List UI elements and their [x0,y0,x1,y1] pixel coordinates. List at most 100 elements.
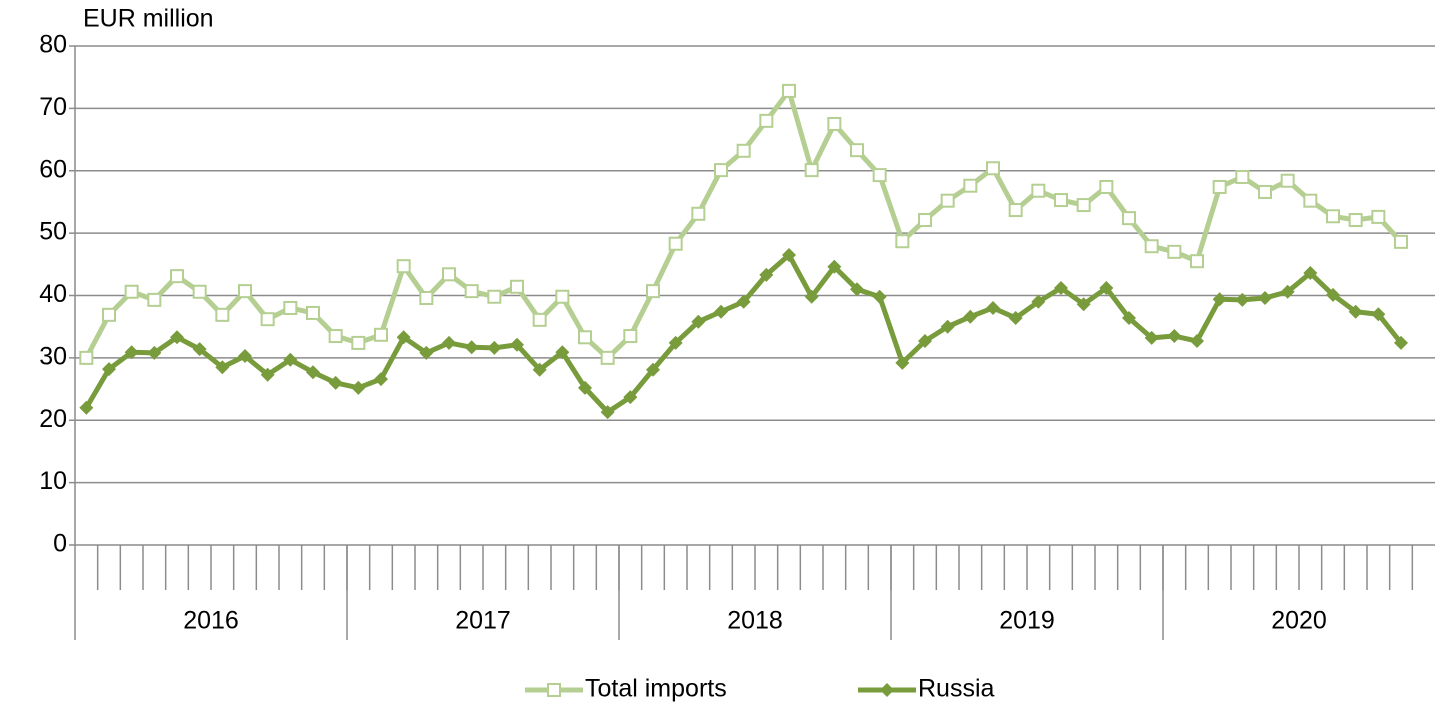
legend-marker [880,683,894,697]
marker [328,375,343,390]
y-tick-label: 20 [39,405,67,433]
marker [510,279,524,294]
marker [532,312,547,327]
marker [283,300,298,315]
marker [1076,198,1091,213]
marker [1394,335,1408,350]
y-tick-label: 50 [39,218,67,246]
marker [79,350,94,365]
marker [215,307,230,322]
marker [238,284,252,299]
marker [940,319,955,334]
marker [668,236,683,251]
marker [736,143,751,158]
y-tick-label: 60 [39,155,67,183]
x-group-label: 2017 [455,607,511,635]
marker [260,312,275,327]
marker [464,340,479,355]
marker [1144,330,1159,345]
marker [306,365,320,380]
series-line [84,88,1403,361]
legend-marker [547,683,561,697]
marker [147,292,162,307]
marker [555,345,570,360]
marker [374,372,388,387]
marker [124,345,139,360]
marker [600,350,615,365]
marker [1371,307,1386,322]
marker [1190,254,1204,269]
marker [124,284,139,299]
marker [351,335,366,350]
x-group-label: 2020 [1271,607,1327,635]
marker [1303,266,1318,281]
marker [646,284,660,299]
marker [1348,304,1363,319]
marker [895,234,910,249]
marker [147,345,162,360]
marker [600,405,615,420]
legend-label: Russia [918,675,995,703]
marker [170,269,184,284]
marker [918,334,932,349]
marker [1008,310,1023,325]
marker [306,305,320,320]
legend-label: Total imports [585,675,727,703]
marker [1008,203,1023,218]
marker [283,352,298,367]
marker [532,362,547,377]
marker [1258,290,1272,305]
marker [940,193,955,208]
marker [555,289,570,304]
marker [192,342,207,357]
x-group-label: 2019 [999,607,1055,635]
marker [1076,297,1091,312]
marker [759,113,774,128]
marker [487,289,502,304]
marker [1190,334,1204,349]
marker [623,329,638,344]
marker [238,349,252,364]
y-tick-label: 0 [53,530,67,558]
marker [1280,173,1295,188]
marker [963,309,978,324]
marker [1167,329,1182,344]
marker [1348,213,1363,228]
marker [578,380,592,395]
marker [827,259,842,274]
marker [351,380,366,395]
marker [1394,234,1408,249]
marker [170,330,184,345]
marker [1212,292,1227,307]
marker [374,327,388,342]
marker [1099,179,1114,194]
marker [1235,169,1250,184]
marker [782,83,796,98]
marker [215,360,230,375]
marker [442,267,456,282]
marker [419,345,434,360]
y-tick-label: 30 [39,342,67,370]
marker [986,161,1000,176]
marker [1167,244,1182,259]
series-line [84,252,1403,415]
marker [668,335,683,350]
marker [1280,284,1295,299]
marker [1054,193,1068,208]
marker [1054,281,1068,296]
marker [102,307,116,322]
marker [1099,281,1114,296]
marker [419,290,434,305]
marker [963,178,978,193]
marker [1371,209,1386,224]
marker [260,367,275,382]
marker [487,340,502,355]
y-tick-label: 70 [39,93,67,121]
y-tick-label: 10 [39,467,67,495]
marker [1326,209,1340,224]
marker [918,213,932,228]
marker [804,163,819,178]
marker [850,143,864,158]
marker [895,355,910,370]
